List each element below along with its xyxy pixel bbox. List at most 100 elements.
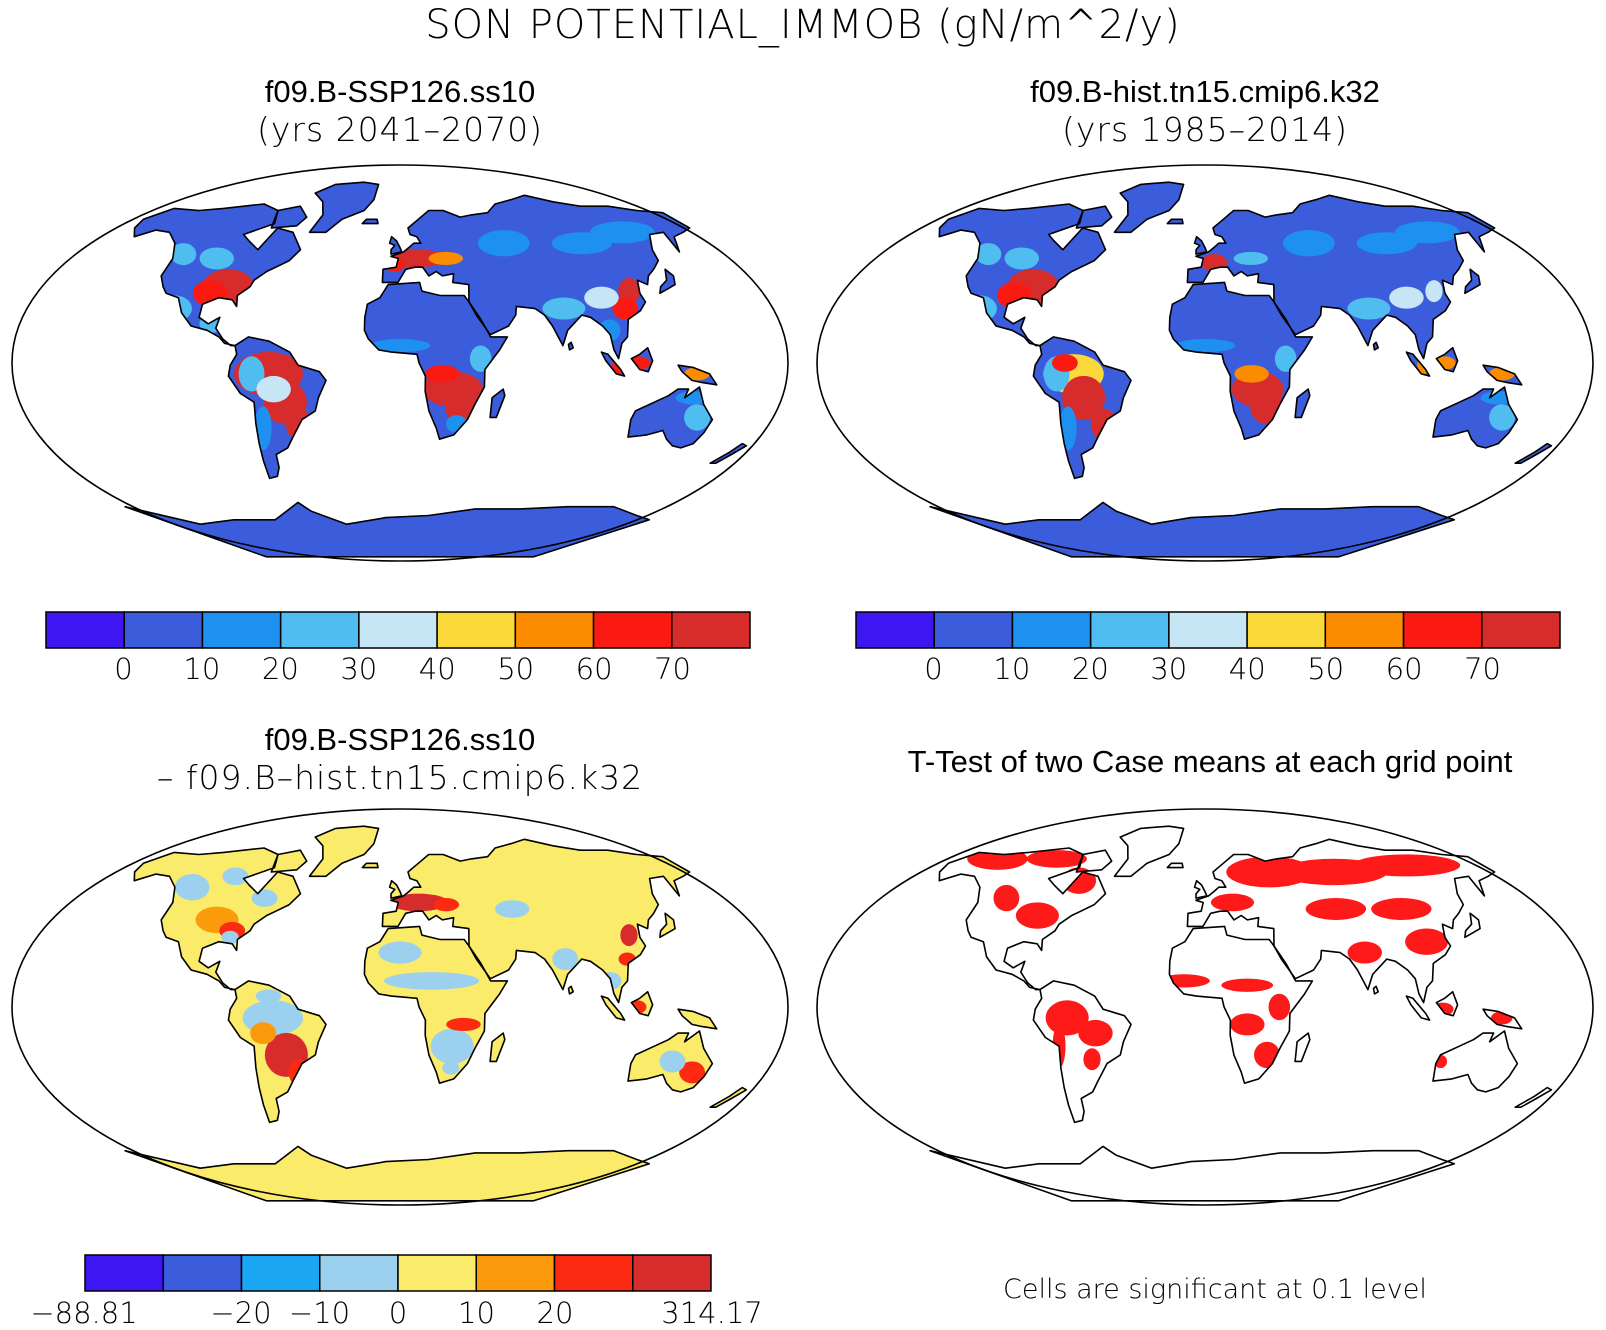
coastline [1193, 879, 1208, 899]
coastline [361, 862, 379, 869]
map-value-patch [1389, 286, 1424, 309]
map-border [816, 164, 1594, 562]
coastline [630, 347, 654, 373]
map-border [11, 164, 789, 562]
coastline [1405, 351, 1431, 377]
colorbar-tick-label: 0 [114, 652, 133, 686]
colorbar-swatch [514, 611, 595, 649]
colorbar-swatch [397, 1254, 477, 1292]
map-value-patch [170, 243, 197, 266]
map-value-patch [433, 898, 460, 912]
coastline [677, 1008, 718, 1030]
map-value-patch [199, 247, 235, 270]
coastline [1372, 985, 1379, 995]
colorbar-swatch [1011, 611, 1092, 649]
colorbar-tick-label: −88.81 [30, 1296, 138, 1330]
map-value-patch [552, 948, 579, 971]
colorbar-swatch [45, 611, 125, 649]
coastline [1405, 995, 1431, 1021]
map-value-patch [446, 1017, 481, 1032]
map-panel-3 [11, 808, 789, 1206]
coastline [489, 388, 506, 419]
map-value-patch [1026, 850, 1087, 868]
coastline [938, 847, 1107, 991]
coastline [361, 218, 379, 225]
coastline [388, 235, 403, 255]
map-value-patch [1233, 251, 1269, 266]
map-value-patch [469, 345, 492, 372]
map-value-patch [1078, 1019, 1113, 1047]
colorbar-swatch [671, 611, 751, 649]
map-value-patch [975, 243, 1002, 266]
coastline [600, 351, 626, 377]
coastline [1186, 194, 1496, 360]
coastline [308, 181, 380, 234]
map-value-patch [1051, 354, 1078, 372]
colorbar-tick-label: 50 [1307, 652, 1345, 686]
coastline [1113, 181, 1185, 234]
map-value-patch [612, 297, 639, 320]
coastline [1514, 1086, 1553, 1108]
map-value-patch [1015, 902, 1059, 929]
coastline [1166, 862, 1184, 869]
coastline [1032, 336, 1132, 480]
map-value-patch [1062, 375, 1106, 420]
map-value-patch [384, 972, 480, 990]
map-value-patch [378, 941, 422, 964]
colorbar-swatch [279, 611, 360, 649]
colorbar-swatch [240, 1254, 321, 1292]
colorbar-panel-1 [45, 611, 751, 649]
coastline [381, 194, 691, 360]
colorbar-tick-label: 10 [993, 652, 1031, 686]
map-value-patch [584, 286, 619, 309]
colorbar-tick-label: 20 [536, 1296, 574, 1330]
coastline [1168, 281, 1314, 440]
coastline [227, 336, 327, 480]
panel1-subtitle: (yrs 2041–2070) [257, 110, 543, 149]
map-value-patch [1305, 897, 1367, 920]
map-value-patch [388, 893, 449, 912]
colorbar-swatch [1324, 611, 1405, 649]
map-value-patch [1210, 893, 1255, 912]
map-value-patch [1234, 365, 1269, 383]
coastline [124, 1145, 651, 1202]
coastline [1432, 1030, 1519, 1093]
coastline [567, 985, 574, 995]
map-value-patch [1347, 941, 1383, 964]
colorbar-tick-label: 0 [388, 1296, 408, 1330]
coastline [270, 849, 308, 873]
map-value-patch [442, 1061, 460, 1075]
colorbar-tick-label: 40 [418, 652, 456, 686]
colorbar-swatch [123, 611, 204, 649]
colorbar-labels-panel-1: 0 10 20 30 40 50 60 70 [45, 652, 751, 686]
coastline [1032, 980, 1132, 1124]
coastline [1435, 991, 1459, 1017]
map-value-patch [1405, 928, 1449, 955]
map-value-patch [1347, 297, 1391, 320]
coastline [1432, 386, 1519, 449]
map-value-patch [1083, 1048, 1101, 1071]
coastline [1435, 347, 1459, 373]
colorbar-swatch [855, 611, 935, 649]
colorbar-tick-label: 70 [1464, 652, 1501, 686]
map-value-patch [1174, 338, 1236, 353]
map-value-patch [1371, 897, 1432, 920]
coastline [1075, 849, 1113, 873]
coastline [677, 364, 718, 386]
colorbar-swatch [201, 611, 282, 649]
colorbar-labels-panel-3: −88.81 −20 −10 0 10 20 314.17 [30, 1296, 762, 1330]
coastline [1166, 218, 1184, 225]
map-value-patch [1221, 978, 1274, 992]
colorbar-swatch [1089, 611, 1170, 649]
map-border [11, 808, 789, 1206]
map-value-patch [620, 924, 638, 947]
colorbar-swatch [553, 1254, 634, 1292]
coastline [227, 980, 327, 1124]
coastline [363, 281, 509, 440]
colorbar-tick-label: 0 [924, 652, 943, 686]
coastline [1168, 925, 1314, 1084]
map-value-patch [659, 1050, 686, 1073]
map-border [816, 808, 1594, 1206]
coastline [627, 1030, 714, 1093]
map-value-patch [369, 338, 431, 353]
